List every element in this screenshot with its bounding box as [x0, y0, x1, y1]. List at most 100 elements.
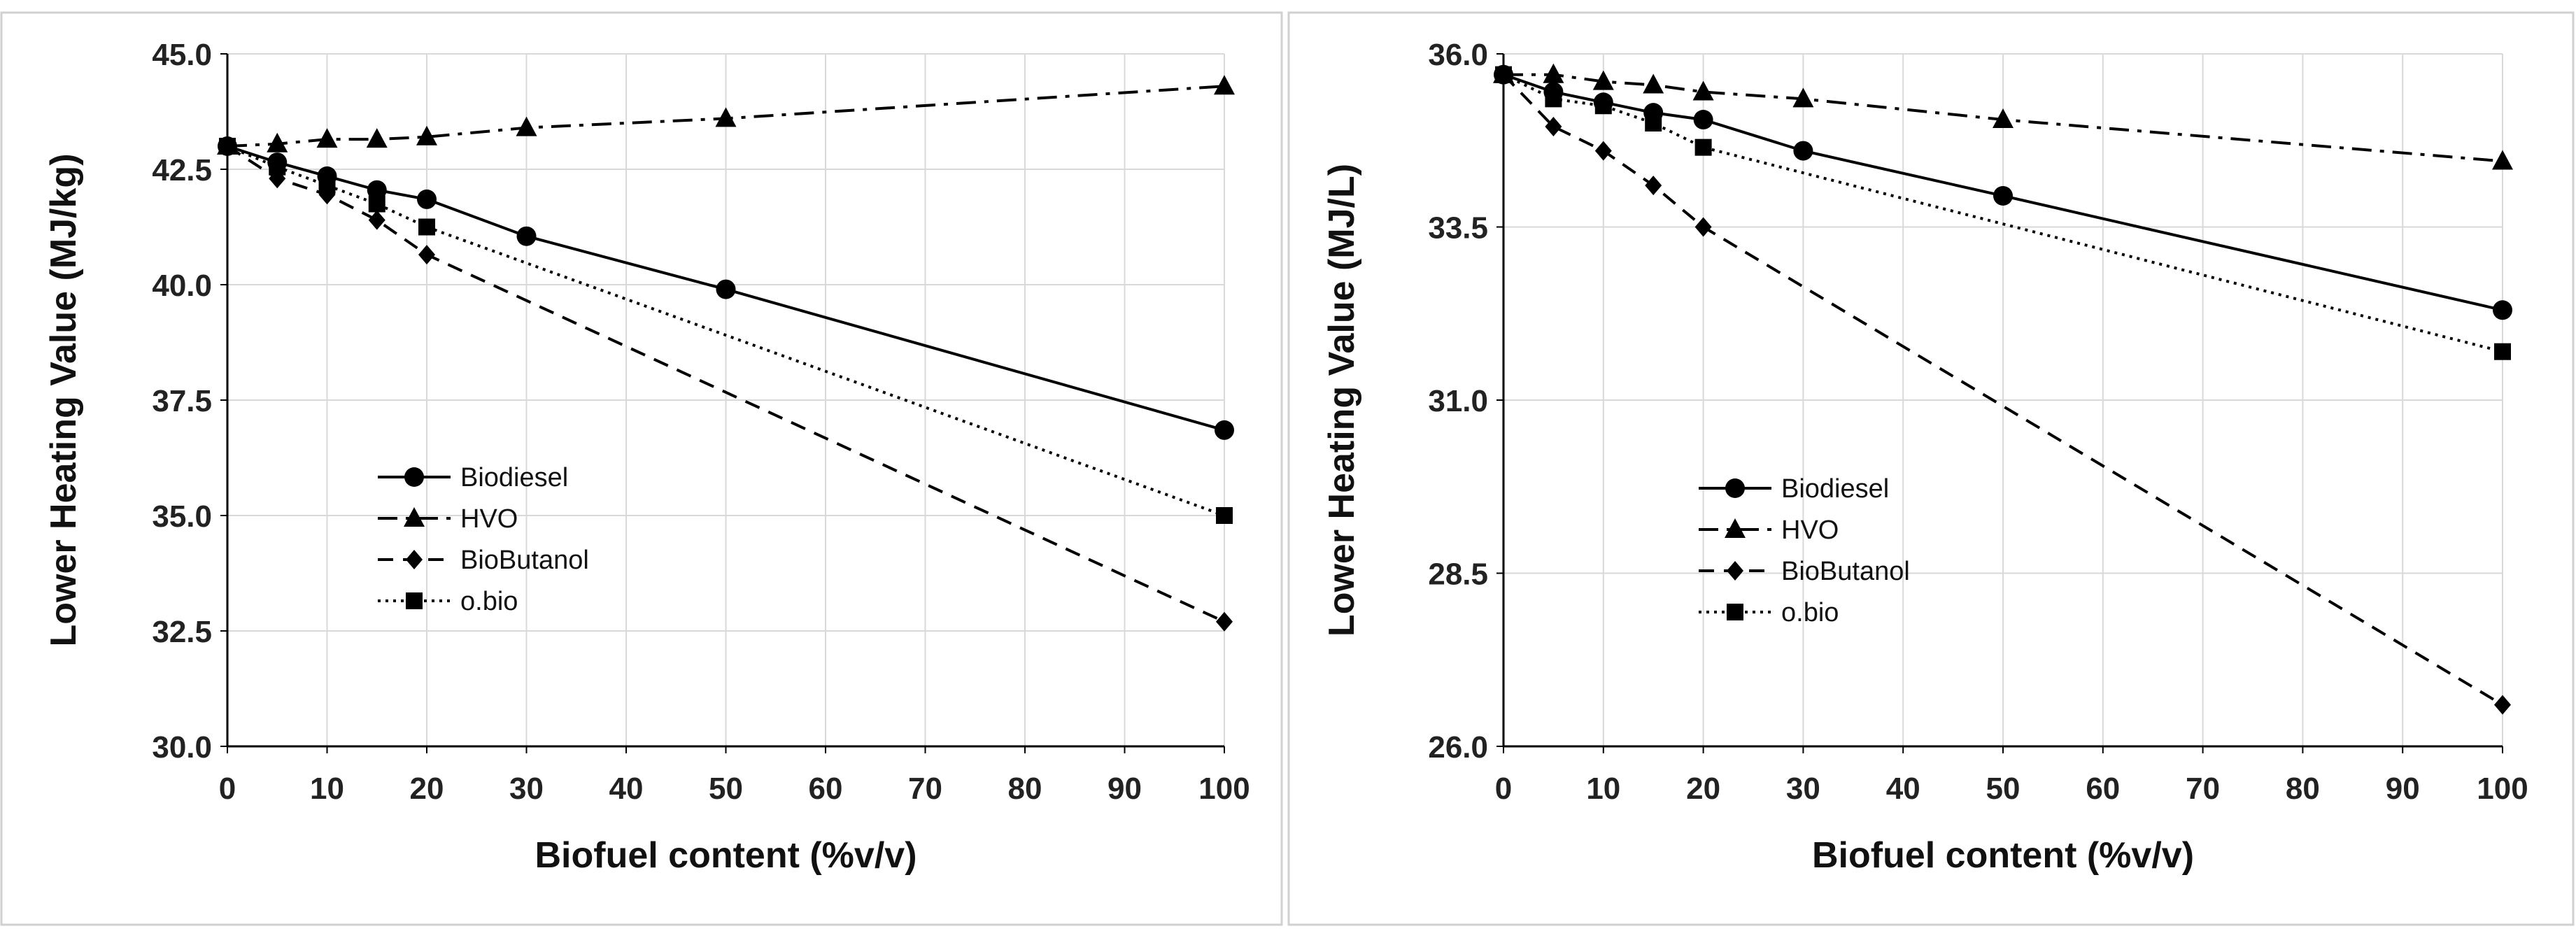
data-point — [1214, 75, 1235, 95]
data-point — [417, 189, 437, 209]
data-point — [2493, 300, 2512, 320]
series-line — [227, 145, 1225, 517]
legend-marker — [1727, 561, 1743, 581]
x-tick-label: 80 — [2286, 772, 2320, 806]
data-point — [1693, 110, 1713, 130]
chart-panel-2: 0 10 20 30 40 50 60 70 80 90 100 26.0 28.5 31.0 33.5 36… — [1287, 11, 2575, 926]
x-tick-label: 30 — [1786, 772, 1820, 806]
x-tick-label: 0 — [219, 772, 236, 806]
data-point — [1645, 115, 1662, 132]
y-tick-label: 28.5 — [1428, 557, 1488, 592]
y-tick-label: 36.0 — [1428, 38, 1488, 72]
data-point — [1594, 97, 1612, 115]
x-axis-title: Biofuel content (%v/v) — [1812, 835, 2194, 876]
data-point — [715, 107, 737, 127]
chart-panel-1: 0 10 20 30 40 50 60 70 80 90 100 30.0 32.5 35.0 37.5 40… — [0, 11, 1283, 926]
data-point — [1694, 138, 1712, 156]
legend-marker — [1727, 604, 1743, 620]
x-tick-label: 0 — [1495, 772, 1512, 806]
data-point — [1993, 185, 2013, 206]
data-point — [1594, 141, 1612, 161]
x-tick-label: 10 — [1586, 772, 1620, 806]
data-point — [1993, 108, 2014, 129]
data-point — [2492, 150, 2513, 170]
data-point — [269, 158, 286, 176]
data-point — [1216, 507, 1233, 524]
data-point — [1793, 141, 1813, 161]
legend-marker — [1725, 518, 1746, 538]
x-tick-label: 20 — [1686, 772, 1720, 806]
y-tick-label: 42.5 — [152, 153, 212, 187]
data-point — [1216, 611, 1233, 632]
series-line — [1503, 73, 2503, 163]
y-axis-title: Lower Heating Value (MJ/L) — [1322, 164, 1362, 637]
data-point — [367, 180, 387, 200]
x-tick-label: 40 — [1886, 772, 1920, 806]
data-point — [316, 128, 338, 148]
data-point — [416, 125, 437, 145]
y-tick-label: 40.0 — [152, 269, 212, 303]
legend-label: o.bio — [1781, 598, 1839, 627]
y-tick-label: 45.0 — [152, 38, 212, 72]
data-point — [2494, 695, 2511, 715]
data-point — [366, 128, 388, 148]
legend-marker — [1725, 478, 1745, 498]
data-point — [368, 195, 385, 213]
data-point — [418, 218, 435, 236]
y-tick-label: 30.0 — [152, 730, 212, 765]
legend-label: o.bio — [460, 587, 518, 616]
series-line — [227, 85, 1225, 148]
x-tick-label: 100 — [2477, 772, 2528, 806]
x-tick-label: 20 — [410, 772, 444, 806]
x-tick-label: 40 — [609, 772, 644, 806]
legend-label: Biodiesel — [460, 463, 568, 492]
data-point — [368, 210, 385, 230]
chart-frame — [0, 11, 1283, 926]
data-point — [1592, 70, 1614, 90]
data-point — [1643, 73, 1664, 94]
series-o-bio — [1495, 66, 2511, 360]
x-tick-label: 10 — [310, 772, 344, 806]
x-axis-title: Biofuel content (%v/v) — [535, 835, 917, 876]
legend: Biodiesel HVO BioButanol o.bio — [378, 463, 589, 616]
x-tick-label: 50 — [1986, 772, 2021, 806]
data-point — [1545, 116, 1562, 136]
data-point — [1543, 63, 1564, 83]
series-line — [226, 145, 1225, 623]
x-tick-label: 60 — [809, 772, 843, 806]
legend-label: BioButanol — [460, 546, 589, 575]
data-point — [516, 116, 537, 136]
legend-marker — [406, 550, 423, 569]
data-point — [716, 279, 736, 299]
legend-marker — [406, 592, 423, 609]
y-tick-label: 32.5 — [152, 615, 212, 649]
data-point — [1792, 87, 1814, 108]
x-tick-label: 90 — [1107, 772, 1142, 806]
legend-label: HVO — [1781, 516, 1839, 545]
y-tick-label: 31.0 — [1428, 384, 1488, 418]
data-point — [516, 226, 537, 246]
x-tick-label: 60 — [2086, 772, 2120, 806]
data-point — [2494, 343, 2511, 360]
legend-label: HVO — [460, 504, 518, 534]
data-point — [1692, 80, 1714, 101]
data-point — [1545, 90, 1562, 108]
series-hvo — [217, 75, 1235, 155]
series-o-bio — [219, 138, 1233, 524]
y-tick-label: 37.5 — [152, 384, 212, 418]
x-tick-label: 50 — [709, 772, 743, 806]
legend-label: Biodiesel — [1781, 474, 1889, 504]
legend: Biodiesel HVO BioButanol o.bio — [1699, 474, 1910, 627]
y-tick-label: 33.5 — [1428, 211, 1488, 246]
data-point — [1215, 420, 1234, 440]
data-point — [219, 138, 236, 155]
chart-frame — [1287, 11, 2575, 926]
y-tick-label: 35.0 — [152, 499, 212, 534]
y-axis-title: Lower Heating Value (MJ/kg) — [43, 153, 84, 646]
legend-label: BioButanol — [1781, 557, 1910, 586]
series-line — [1502, 73, 2504, 706]
data-point — [1694, 217, 1712, 237]
x-tick-label: 30 — [509, 772, 544, 806]
x-tick-label: 70 — [908, 772, 942, 806]
